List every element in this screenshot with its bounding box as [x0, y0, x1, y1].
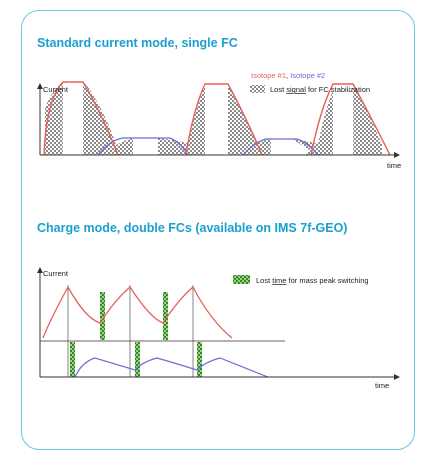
- x-axis-label: time: [375, 381, 389, 390]
- diagrams-canvas: Current time Isotope #1, Isotope #2 Lost…: [37, 71, 401, 390]
- legend-separator: ,: [286, 71, 290, 80]
- isotope1-curve: [42, 285, 233, 339]
- lost-signal-legend: Lost signal for FC stabilization: [270, 85, 370, 94]
- legend-isotope2: Isotope #2: [290, 71, 325, 80]
- lost-signal-region: [158, 138, 187, 155]
- lost-time-legend: Lost time for mass peak switching: [256, 276, 369, 285]
- y-axis-label: Current: [43, 85, 69, 94]
- charge-mode-diagram: Current time Lost time for mass peak swi…: [37, 267, 400, 390]
- lost-time-bar: [70, 342, 75, 377]
- lost-time-bar: [100, 292, 105, 340]
- lost-time-bar: [135, 342, 140, 377]
- lost-signal-region: [353, 82, 382, 155]
- lost-signal-region: [305, 90, 333, 155]
- x-axis-label: time: [387, 161, 401, 170]
- isotope2-curve: [74, 357, 269, 378]
- current-mode-diagram: Current time Isotope #1, Isotope #2 Lost…: [37, 71, 401, 170]
- isotope2-curve: [97, 137, 319, 156]
- isotope1-curve: [43, 81, 391, 156]
- lost-signal-region: [187, 84, 205, 155]
- lost-time-bar: [163, 292, 168, 340]
- lost-time-swatch: [233, 275, 250, 284]
- lost-time-bar: [197, 342, 202, 377]
- legend-isotope1: Isotope #1: [251, 71, 286, 80]
- lost-signal-region: [258, 139, 271, 155]
- lost-signal-region: [116, 138, 133, 155]
- lost-signal-region: [83, 80, 116, 155]
- lost-signal-region: [228, 83, 258, 155]
- section-title-current-mode: Standard current mode, single FC: [37, 36, 238, 50]
- lost-signal-region: [45, 82, 63, 155]
- lost-signal-swatch: [250, 85, 265, 93]
- y-axis-label: Current: [43, 269, 69, 278]
- section-title-charge-mode: Charge mode, double FCs (available on IM…: [37, 221, 348, 235]
- isotope-legend: Isotope #1, Isotope #2: [251, 71, 325, 80]
